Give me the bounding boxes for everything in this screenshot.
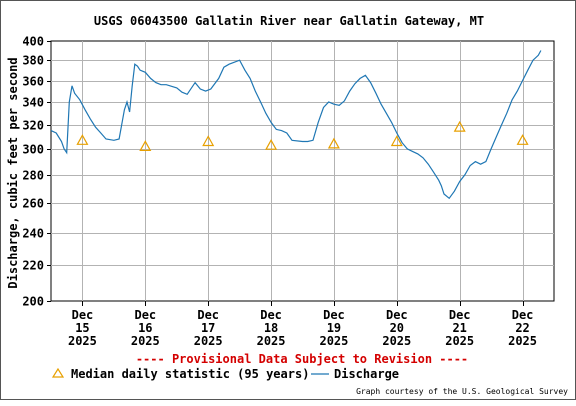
x-tick-label: 19 [327, 321, 341, 335]
series-layer [50, 50, 542, 200]
x-tick-label: Dec [512, 308, 534, 322]
discharge-line [50, 50, 542, 200]
x-tick-label: Dec [449, 308, 471, 322]
x-tick-label: Dec [134, 308, 156, 322]
y-tick-label: 320 [22, 119, 44, 133]
x-tick-label: 2025 [68, 334, 97, 348]
grid-lines [47, 41, 554, 306]
median-marker [76, 134, 89, 145]
y-tick-label: 360 [22, 75, 44, 89]
x-tick-label: 2025 [319, 334, 348, 348]
x-tick-label: 2025 [382, 334, 411, 348]
y-tick-label: 260 [22, 197, 44, 211]
x-tick-label: 22 [515, 321, 529, 335]
legend: Median daily statistic (95 years) Discha… [51, 367, 399, 381]
median-marker [139, 140, 152, 151]
provisional-notice: ---- Provisional Data Subject to Revisio… [136, 352, 468, 366]
y-tick-label: 300 [22, 143, 44, 157]
median-marker [390, 135, 403, 147]
y-tick-label: 340 [22, 96, 44, 110]
y-tick-label: 400 [22, 35, 44, 49]
x-tick-labels: Dec152025Dec162025Dec172025Dec182025Dec1… [68, 308, 537, 348]
x-tick-label: 18 [264, 321, 278, 335]
y-tick-label: 380 [22, 54, 44, 68]
y-tick-label: 220 [22, 259, 44, 273]
median-marker [453, 120, 466, 132]
x-tick-label: Dec [323, 308, 345, 322]
y-tick-label: 200 [22, 295, 44, 309]
y-tick-labels: 400 380 360 340 320 300 280 260 240 220 200 [22, 35, 44, 309]
x-tick-label: Dec [72, 308, 94, 322]
x-tick-label: 15 [75, 321, 89, 335]
y-axis-label: Discharge, cubic feet per second [6, 57, 20, 288]
x-tick-label: 2025 [257, 334, 286, 348]
credit-text: Graph courtesy of the U.S. Geological Su… [356, 387, 568, 396]
legend-median-marker [51, 367, 65, 378]
x-tick-label: Dec [260, 308, 282, 322]
legend-median-label: Median daily statistic (95 years) [71, 367, 309, 381]
x-tick-label: 20 [390, 321, 404, 335]
median-marker [202, 135, 215, 147]
plot-area [50, 40, 555, 302]
x-tick-label: 16 [138, 321, 152, 335]
x-tick-label: 2025 [508, 334, 537, 348]
y-tick-label: 240 [22, 227, 44, 241]
x-tick-label: Dec [386, 308, 408, 322]
legend-discharge-label: Discharge [334, 367, 399, 381]
chart-title: USGS 06043500 Gallatin River near Gallat… [94, 14, 484, 28]
x-tick-label: 2025 [445, 334, 474, 348]
median-marker [327, 137, 340, 149]
x-tick-label: 2025 [194, 334, 223, 348]
median-marker [265, 138, 278, 150]
x-tick-label: 17 [201, 321, 215, 335]
x-tick-label: Dec [197, 308, 219, 322]
x-tick-label: 2025 [131, 334, 160, 348]
x-tick-label: 21 [452, 321, 466, 335]
y-tick-label: 280 [22, 169, 44, 183]
median-marker [516, 134, 529, 145]
